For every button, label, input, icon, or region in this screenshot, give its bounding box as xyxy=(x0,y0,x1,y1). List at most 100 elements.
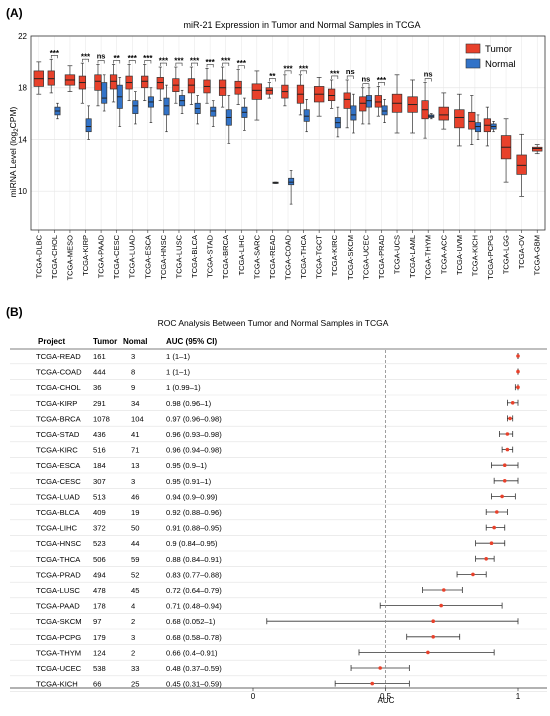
y-tick-label: 14 xyxy=(18,135,27,144)
tumor-iqr-rect xyxy=(47,70,55,86)
normal-box xyxy=(475,114,482,140)
project-cell: TCGA-CHOL xyxy=(36,383,81,392)
x-tick-label: TCGA-COAD xyxy=(284,234,293,280)
normal-box xyxy=(381,99,388,124)
normal-box xyxy=(147,87,154,124)
auc-ci-cell: 0.88 (0.84–0.91) xyxy=(166,555,222,564)
forest-x-tick-label: 0.5 xyxy=(380,692,392,701)
x-tick-label: TCGA-DLBC xyxy=(34,234,43,278)
significance-label: ** xyxy=(114,54,121,63)
auc-ci-cell: 0.91 (0.88–0.95) xyxy=(166,524,222,533)
project-cell: TCGA-KIRP xyxy=(36,399,77,408)
tumor-box xyxy=(172,66,180,104)
y-tick-label: 10 xyxy=(18,187,27,196)
auc-ci-cell: 0.97 (0.96–0.98) xyxy=(166,414,222,423)
legend-normal-swatch xyxy=(465,58,481,69)
tumor-count-cell: 494 xyxy=(93,570,106,579)
tumor-count-cell: 36 xyxy=(93,383,101,392)
auc-ci-cell: 0.95 (0.91–1) xyxy=(166,477,212,486)
normal-box xyxy=(132,91,139,125)
normal-box xyxy=(303,99,310,133)
auc-point xyxy=(505,432,510,436)
auc-point xyxy=(516,354,520,358)
significance-bracket xyxy=(269,78,276,82)
auc-point xyxy=(502,463,507,468)
significance-bracket xyxy=(50,54,58,59)
y-tick-label: 18 xyxy=(18,84,27,93)
tumor-box xyxy=(251,70,263,121)
project-cell: TCGA-CESC xyxy=(36,477,81,486)
auc-point xyxy=(426,650,430,655)
tumor-count-cell: 523 xyxy=(93,539,106,548)
tumor-count-cell: 538 xyxy=(93,664,106,673)
tumor-count-cell: 184 xyxy=(93,461,106,470)
tumor-count-cell: 179 xyxy=(93,633,106,642)
significance-bracket xyxy=(97,60,105,64)
project-cell: TCGA-LUAD xyxy=(36,492,80,501)
col-header-tumor: Tumor xyxy=(93,337,117,346)
project-cell: TCGA-SKCM xyxy=(36,617,82,626)
x-tick-label: TCGA-BRCA xyxy=(221,235,230,279)
tumor-count-cell: 1078 xyxy=(93,414,110,423)
auc-ci-cell: 0.45 (0.31–0.59) xyxy=(166,680,222,689)
auc-point xyxy=(378,666,383,670)
significance-bracket xyxy=(237,65,245,69)
significance-bracket xyxy=(346,75,354,79)
tumor-iqr-rect xyxy=(327,88,336,102)
tumor-iqr-rect xyxy=(468,111,476,130)
tumor-iqr-rect xyxy=(438,106,449,121)
project-cell: TCGA-ESCA xyxy=(36,461,81,470)
significance-bracket xyxy=(331,75,339,79)
auc-ci-cell: 1 (0.99–1) xyxy=(166,383,201,392)
normal-count-cell: 34 xyxy=(131,399,139,408)
tumor-iqr-rect xyxy=(141,75,149,89)
normal-box xyxy=(54,102,61,120)
auc-point xyxy=(516,369,520,374)
auc-point xyxy=(489,541,494,545)
significance-label: *** xyxy=(50,49,60,58)
x-tick-label: TCGA-BLCA xyxy=(190,235,199,278)
normal-box xyxy=(350,93,357,134)
tumor-box xyxy=(203,67,211,104)
project-cell: TCGA-LIHC xyxy=(36,524,77,533)
auc-ci-cell: 0.96 (0.94–0.98) xyxy=(166,446,222,455)
significance-label: *** xyxy=(174,57,184,66)
tumor-count-cell: 97 xyxy=(93,617,101,626)
project-cell: TCGA-PAAD xyxy=(36,602,80,611)
significance-label: *** xyxy=(143,54,153,63)
significance-label: *** xyxy=(330,69,340,78)
tumor-iqr-rect xyxy=(359,96,367,112)
auc-ci-cell: 0.71 (0.48–0.94) xyxy=(166,602,222,611)
normal-box xyxy=(334,106,341,138)
tumor-box xyxy=(64,65,76,92)
normal-count-cell: 2 xyxy=(131,617,135,626)
auc-point xyxy=(500,494,504,499)
tumor-box xyxy=(532,144,543,155)
normal-count-cell: 3 xyxy=(131,477,135,486)
significance-bracket xyxy=(362,83,370,87)
significance-bracket xyxy=(191,62,198,67)
y-axis-label-tail: CPM) xyxy=(8,106,18,128)
normal-count-cell: 71 xyxy=(131,446,139,455)
significance-label: *** xyxy=(299,64,309,73)
tumor-iqr-rect xyxy=(109,74,118,90)
normal-count-cell: 2 xyxy=(131,648,135,657)
significance-label: ** xyxy=(269,72,276,81)
auc-point xyxy=(370,681,375,686)
auc-ci-cell: 0.48 (0.37–0.59) xyxy=(166,664,222,673)
boxplot-panel: 10 14 18 22 TCGA-DLBC *** TCGA-CHOL TCGA-MESO **… xyxy=(18,32,546,280)
project-cell: TCGA-LUSC xyxy=(36,586,80,595)
normal-count-cell: 52 xyxy=(131,570,139,579)
significance-bracket xyxy=(175,62,183,67)
auc-point xyxy=(502,479,507,483)
auc-point xyxy=(471,572,475,577)
tumor-box xyxy=(500,118,512,183)
tumor-iqr-rect xyxy=(454,109,465,129)
auc-ci-cell: 0.98 (0.96–1) xyxy=(166,399,212,408)
tumor-box xyxy=(78,62,87,104)
significance-bracket xyxy=(222,62,230,67)
auc-point xyxy=(510,401,515,405)
auc-ci-cell: 0.94 (0.9–0.99) xyxy=(166,492,218,501)
normal-count-cell: 33 xyxy=(131,664,139,673)
normal-box xyxy=(101,74,108,112)
